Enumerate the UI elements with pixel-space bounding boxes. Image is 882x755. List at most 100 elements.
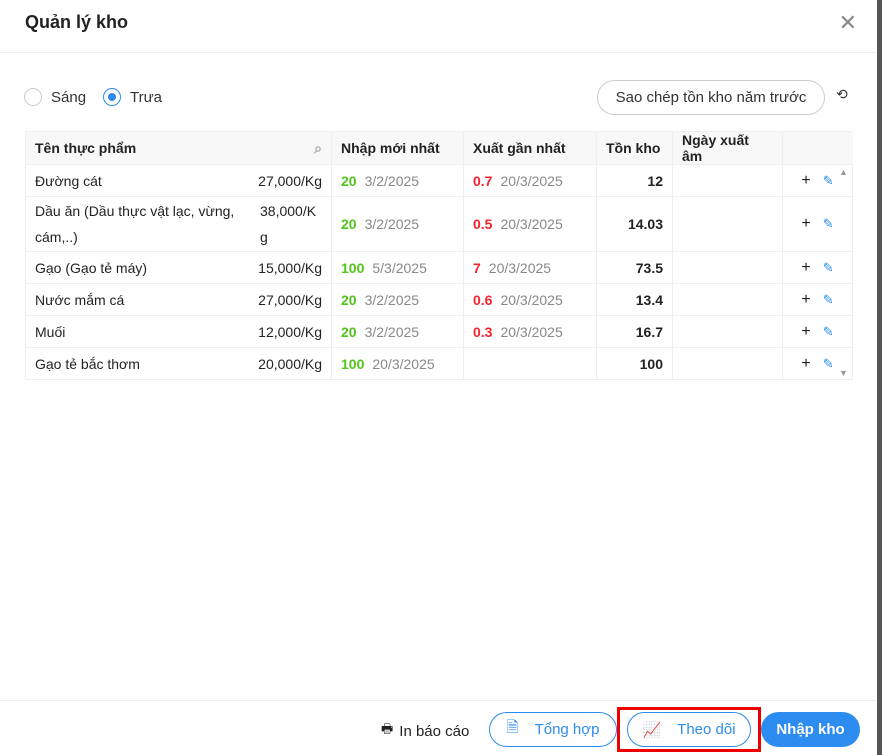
print-label: In báo cáo (399, 722, 470, 740)
col-out: Xuất gần nhất (463, 131, 597, 165)
cell-name: Gạo (Gạo tẻ máy) 15,000/Kg (25, 251, 332, 284)
cell-out: 0.7 20/3/2025 (463, 164, 597, 197)
out-qty: 0.3 (473, 323, 493, 340)
summary-button[interactable]: 🗎 Tổng hợp (489, 712, 617, 747)
food-name: Dầu ăn (Dầu thực vật lạc, vừng, cám,..) (35, 203, 235, 245)
table-row[interactable]: Nước mắm cá 27,000/Kg 20 3/2/2025 0.6 20/3/… (25, 283, 853, 316)
cell-in: 20 3/2/2025 (331, 196, 464, 252)
plus-icon[interactable]: + (801, 258, 811, 276)
col-in: Nhập mới nhất (331, 131, 464, 165)
plus-icon[interactable]: + (801, 171, 811, 189)
cell-out (463, 347, 597, 380)
radio-noon[interactable]: Trưa (103, 88, 162, 106)
radio-morning[interactable]: Sáng (24, 88, 86, 106)
in-qty: 20 (341, 172, 357, 189)
out-date: 20/3/2025 (500, 216, 563, 232)
plus-icon[interactable]: + (801, 215, 811, 232)
col-stock: Tồn kho (596, 131, 673, 165)
cell-out: 0.6 20/3/2025 (463, 283, 597, 316)
search-icon[interactable]: ⌕ (314, 139, 322, 156)
modal-title: Quản lý kho (25, 12, 129, 32)
header-label: Tên thực phẩm (35, 139, 137, 156)
col-actions (782, 131, 853, 165)
cell-actions: + ✎ (782, 283, 853, 316)
food-price: 12,000/Kg (258, 323, 322, 340)
history-icon[interactable]: ⟲ (836, 86, 848, 102)
out-date: 20/3/2025 (500, 172, 563, 189)
cell-actions: + ✎ (782, 347, 853, 380)
cell-stock: 100 (596, 347, 673, 380)
in-date: 3/2/2025 (364, 216, 420, 232)
printer-icon: 🖶 (381, 721, 394, 736)
in-date: 3/2/2025 (364, 291, 420, 308)
pencil-icon[interactable]: ✎ (822, 216, 834, 231)
cell-in: 20 3/2/2025 (331, 315, 464, 348)
in-date: 20/3/2025 (372, 355, 435, 372)
table-row[interactable]: Đường cát 27,000/Kg 20 3/2/2025 0.7 20/3/20… (25, 164, 853, 197)
plus-icon[interactable]: + (801, 354, 811, 372)
out-qty: 0.6 (473, 291, 493, 308)
pencil-icon[interactable]: ✎ (822, 259, 834, 275)
in-qty: 100 (341, 355, 365, 372)
cell-stock: 14.03 (596, 196, 673, 252)
food-price: 15,000/Kg (258, 259, 322, 276)
in-qty: 20 (341, 216, 357, 232)
table-row[interactable]: Gạo tẻ bắc thơm 20,000/Kg 100 20/3/2025 10… (25, 347, 853, 380)
cell-in: 20 3/2/2025 (331, 164, 464, 197)
cell-neg-date (672, 251, 783, 284)
plus-icon[interactable]: + (801, 322, 811, 340)
track-label: Theo dõi (677, 721, 736, 738)
food-price: 20,000/Kg (258, 355, 322, 372)
food-price: 27,000/Kg (258, 291, 322, 308)
radio-label: Trưa (130, 88, 162, 106)
food-name: Muối (35, 323, 66, 340)
plus-icon[interactable]: + (801, 290, 811, 308)
cell-neg-date (672, 196, 783, 252)
inventory-table: Tên thực phẩm ⌕ Nhập mới nhất Xuất gần nh… (25, 131, 853, 380)
cell-name: Muối 12,000/Kg (25, 315, 332, 348)
cell-stock: 16.7 (596, 315, 673, 348)
food-price: 27,000/Kg (258, 172, 322, 189)
table-row[interactable]: Muối 12,000/Kg 20 3/2/2025 0.3 20/3/2025 16… (25, 315, 853, 348)
document-icon: 🗎 (506, 719, 519, 736)
cell-neg-date (672, 315, 783, 348)
out-date: 20/3/2025 (500, 291, 563, 308)
cell-out: 0.5 20/3/2025 (463, 196, 597, 252)
food-name: Nước mắm cá (35, 291, 125, 308)
cell-neg-date (672, 164, 783, 197)
radio-circle (24, 88, 42, 106)
cell-name: Dầu ăn (Dầu thực vật lạc, vừng, cám,..) 3… (25, 196, 332, 252)
pencil-icon[interactable]: ✎ (822, 355, 834, 371)
col-neg-date: Ngày xuất âm (672, 131, 783, 165)
table-row[interactable]: Dầu ăn (Dầu thực vật lạc, vừng, cám,..) 3… (25, 196, 853, 252)
table-header: Tên thực phẩm ⌕ Nhập mới nhất Xuất gần nh… (25, 131, 853, 165)
out-qty: 0.7 (473, 172, 493, 189)
radio-circle-checked (103, 88, 121, 106)
scrollbar[interactable]: ▲ ▼ (836, 164, 851, 380)
import-button[interactable]: Nhập kho (761, 712, 860, 747)
pencil-icon[interactable]: ✎ (822, 323, 834, 339)
col-name: Tên thực phẩm ⌕ (25, 131, 332, 165)
in-date: 5/3/2025 (372, 259, 427, 276)
in-date: 3/2/2025 (364, 323, 420, 340)
out-date: 20/3/2025 (500, 323, 563, 340)
scroll-down-icon[interactable]: ▼ (839, 368, 848, 378)
scroll-up-icon[interactable]: ▲ (839, 167, 848, 177)
cell-in: 100 20/3/2025 (331, 347, 464, 380)
food-price: 38,000/Kg (260, 203, 317, 245)
cell-actions: + ✎ (782, 315, 853, 348)
pencil-icon[interactable]: ✎ (822, 291, 834, 307)
cell-out: 0.3 20/3/2025 (463, 315, 597, 348)
cell-name: Gạo tẻ bắc thơm 20,000/Kg (25, 347, 332, 380)
close-icon[interactable]: ✕ (838, 10, 857, 35)
print-report-button[interactable]: 🖶 In báo cáo (381, 720, 469, 742)
cell-name: Nước mắm cá 27,000/Kg (25, 283, 332, 316)
track-button[interactable]: 📈 Theo dõi (627, 712, 751, 747)
out-qty: 7 (473, 259, 481, 276)
in-date: 3/2/2025 (364, 172, 420, 189)
copy-last-year-stock-button[interactable]: Sao chép tồn kho năm trước (597, 80, 825, 115)
pencil-icon[interactable]: ✎ (822, 172, 834, 188)
divider (0, 700, 877, 701)
